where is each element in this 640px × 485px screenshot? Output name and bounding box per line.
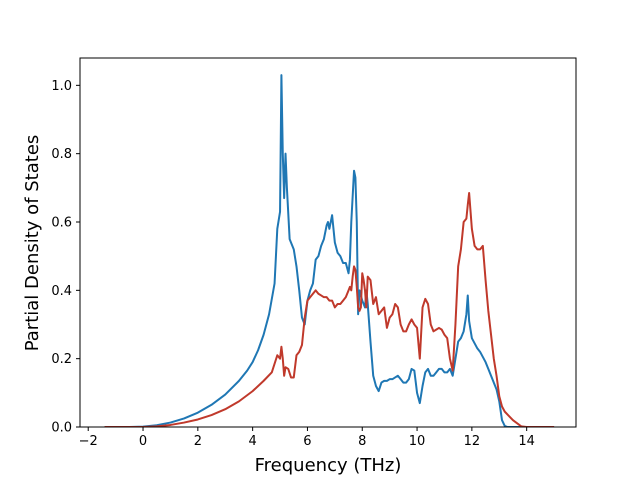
axes-layer: −2 0 2 4 6 8 10 12 14 0.0 0.2 0.4 0.6 0.8 1.0 — [51, 57, 577, 449]
x-tick-label: −2 — [79, 434, 98, 449]
axes-frame — [79, 57, 577, 428]
x-tick-label: 14 — [518, 434, 535, 449]
y-tick-label: 0.2 — [51, 352, 72, 367]
x-tick-label: 4 — [249, 434, 257, 449]
x-tick-label: 6 — [303, 434, 311, 449]
plot-area — [104, 74, 555, 427]
y-tick-label: 0.8 — [51, 147, 72, 162]
x-axis-label: Frequency (THz) — [255, 455, 402, 476]
series-line-2 — [104, 191, 555, 427]
x-tick-label: 10 — [409, 434, 426, 449]
y-tick-label: 0.6 — [51, 216, 72, 231]
x-tick-label: 8 — [358, 434, 366, 449]
y-axis-label: Partial Density of States — [22, 135, 43, 352]
y-tick-label: 1.0 — [51, 79, 72, 94]
y-tick-label: 0.4 — [51, 284, 72, 299]
x-tick-label: 12 — [464, 434, 481, 449]
x-tick-label: 2 — [194, 434, 202, 449]
x-tick-label: 0 — [139, 434, 147, 449]
y-tick-label: 0.0 — [51, 421, 72, 436]
